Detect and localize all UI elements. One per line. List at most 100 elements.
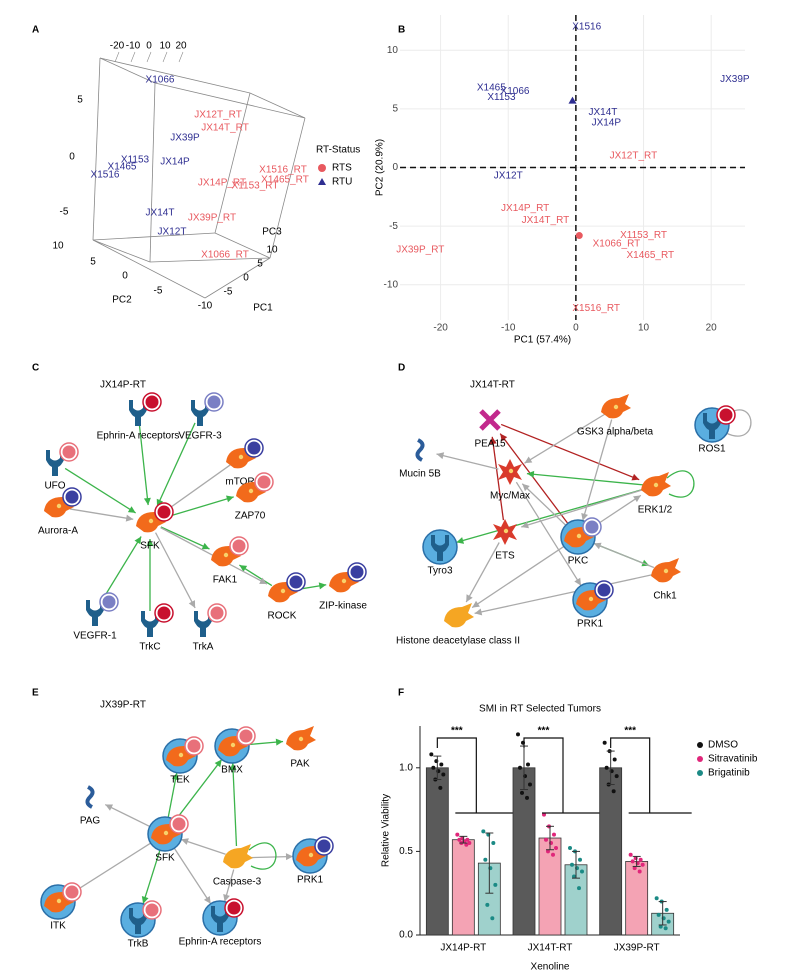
- node-label: ERK1/2: [638, 505, 673, 516]
- node-label: Caspase-3: [213, 877, 262, 888]
- edge: [171, 759, 223, 825]
- data-point: [546, 849, 550, 854]
- badge: [257, 475, 271, 489]
- node-shape: [223, 844, 253, 869]
- node-label: Myc/Max: [490, 491, 530, 502]
- node-label: GSK3 alpha/beta: [577, 427, 654, 438]
- arrowhead: [521, 521, 529, 529]
- panel-label: D: [398, 363, 405, 374]
- node-shape: [85, 785, 95, 809]
- point: X1465_RT: [626, 250, 674, 261]
- point-label: X1153_RT: [232, 181, 279, 192]
- node: PEA15: [474, 409, 506, 450]
- data-point: [611, 789, 616, 794]
- node-core: [663, 568, 669, 574]
- badge: [62, 445, 76, 459]
- box-edge: [154, 82, 306, 119]
- arrowhead: [581, 512, 588, 521]
- axis-tick-label: -20: [110, 41, 125, 52]
- axis-tick-label: 5: [77, 95, 83, 106]
- node-core: [223, 552, 229, 558]
- box-edge: [149, 82, 156, 263]
- node-label: TrkA: [193, 642, 214, 653]
- node-core: [248, 488, 254, 494]
- data-point: [666, 919, 671, 924]
- node: Tyro3: [422, 529, 458, 577]
- node: ROCK: [268, 572, 306, 622]
- arrowhead: [172, 772, 179, 781]
- arrowhead: [223, 893, 230, 902]
- node-core: [298, 736, 304, 742]
- significance: ***: [624, 726, 636, 737]
- chart-title: SMI in RT Selected Tumors: [479, 704, 601, 715]
- node: PAG: [80, 785, 101, 827]
- point: JX14P: [592, 118, 622, 129]
- point: JX14T: [588, 107, 617, 118]
- arrowhead: [134, 536, 142, 545]
- node-label: Tyro3: [427, 566, 452, 577]
- data-point: [568, 846, 572, 851]
- node-core: [576, 533, 582, 539]
- node: ETS: [493, 519, 517, 562]
- node: TrkC: [139, 603, 174, 653]
- node: PKC: [560, 517, 602, 567]
- data-point: [485, 902, 490, 907]
- data-point: [614, 774, 619, 779]
- significance: ***: [538, 726, 550, 737]
- data-point: [654, 896, 659, 901]
- y-tick-label: -5: [389, 221, 398, 232]
- node: TrkA: [193, 603, 227, 653]
- edge: [582, 419, 613, 521]
- bar: [538, 837, 562, 936]
- arrowhead: [466, 594, 473, 603]
- tick: [162, 51, 168, 63]
- point: JX14P_RT: [501, 203, 549, 214]
- legend-marker: [697, 742, 703, 748]
- point: X1153_RT: [620, 230, 667, 241]
- x-tick-label: -10: [501, 323, 516, 334]
- legend-label: RTS: [332, 163, 352, 174]
- data-point: [464, 842, 469, 847]
- edge: [156, 422, 196, 507]
- network-title: JX39P-RT: [100, 700, 146, 711]
- data-point: [554, 846, 558, 851]
- arrowhead: [436, 452, 445, 460]
- arrowhead: [631, 473, 640, 481]
- edge: [499, 433, 572, 528]
- legend-marker: [318, 178, 326, 185]
- node: UFO: [44, 442, 79, 492]
- node: VEGFR-3: [178, 392, 224, 442]
- point-label: JX14P_RT: [198, 178, 246, 189]
- node-label: ROS1: [698, 444, 726, 455]
- point: X1066: [501, 86, 530, 97]
- edge: [666, 470, 695, 498]
- node: TEK: [162, 736, 204, 786]
- data-point: [525, 795, 529, 800]
- node-label: PAG: [80, 816, 101, 827]
- node-core: [508, 468, 514, 474]
- point-label: X1465_RT: [261, 175, 309, 186]
- data-point: [572, 874, 576, 879]
- point: X1153: [487, 92, 516, 103]
- edge: [465, 542, 500, 603]
- data-point: [429, 752, 434, 757]
- data-point: [658, 924, 663, 929]
- box-edge: [92, 239, 206, 299]
- point-label: JX14P: [160, 157, 190, 168]
- point-label: JX14T_RT: [201, 123, 249, 134]
- point-label: X1153: [121, 155, 150, 166]
- badge: [239, 729, 253, 743]
- edge: [456, 488, 644, 543]
- badge: [317, 839, 331, 853]
- box-edge: [149, 257, 271, 263]
- node-shape: [444, 603, 474, 628]
- axis-tick-label: -5: [224, 287, 233, 298]
- node-core: [613, 404, 619, 410]
- arrowhead: [125, 514, 134, 522]
- significance-bracket: [610, 737, 692, 814]
- legend-marker: [697, 756, 703, 762]
- node: Aurora-A: [38, 487, 82, 537]
- significance: ***: [451, 726, 463, 737]
- node-shape: [46, 450, 64, 476]
